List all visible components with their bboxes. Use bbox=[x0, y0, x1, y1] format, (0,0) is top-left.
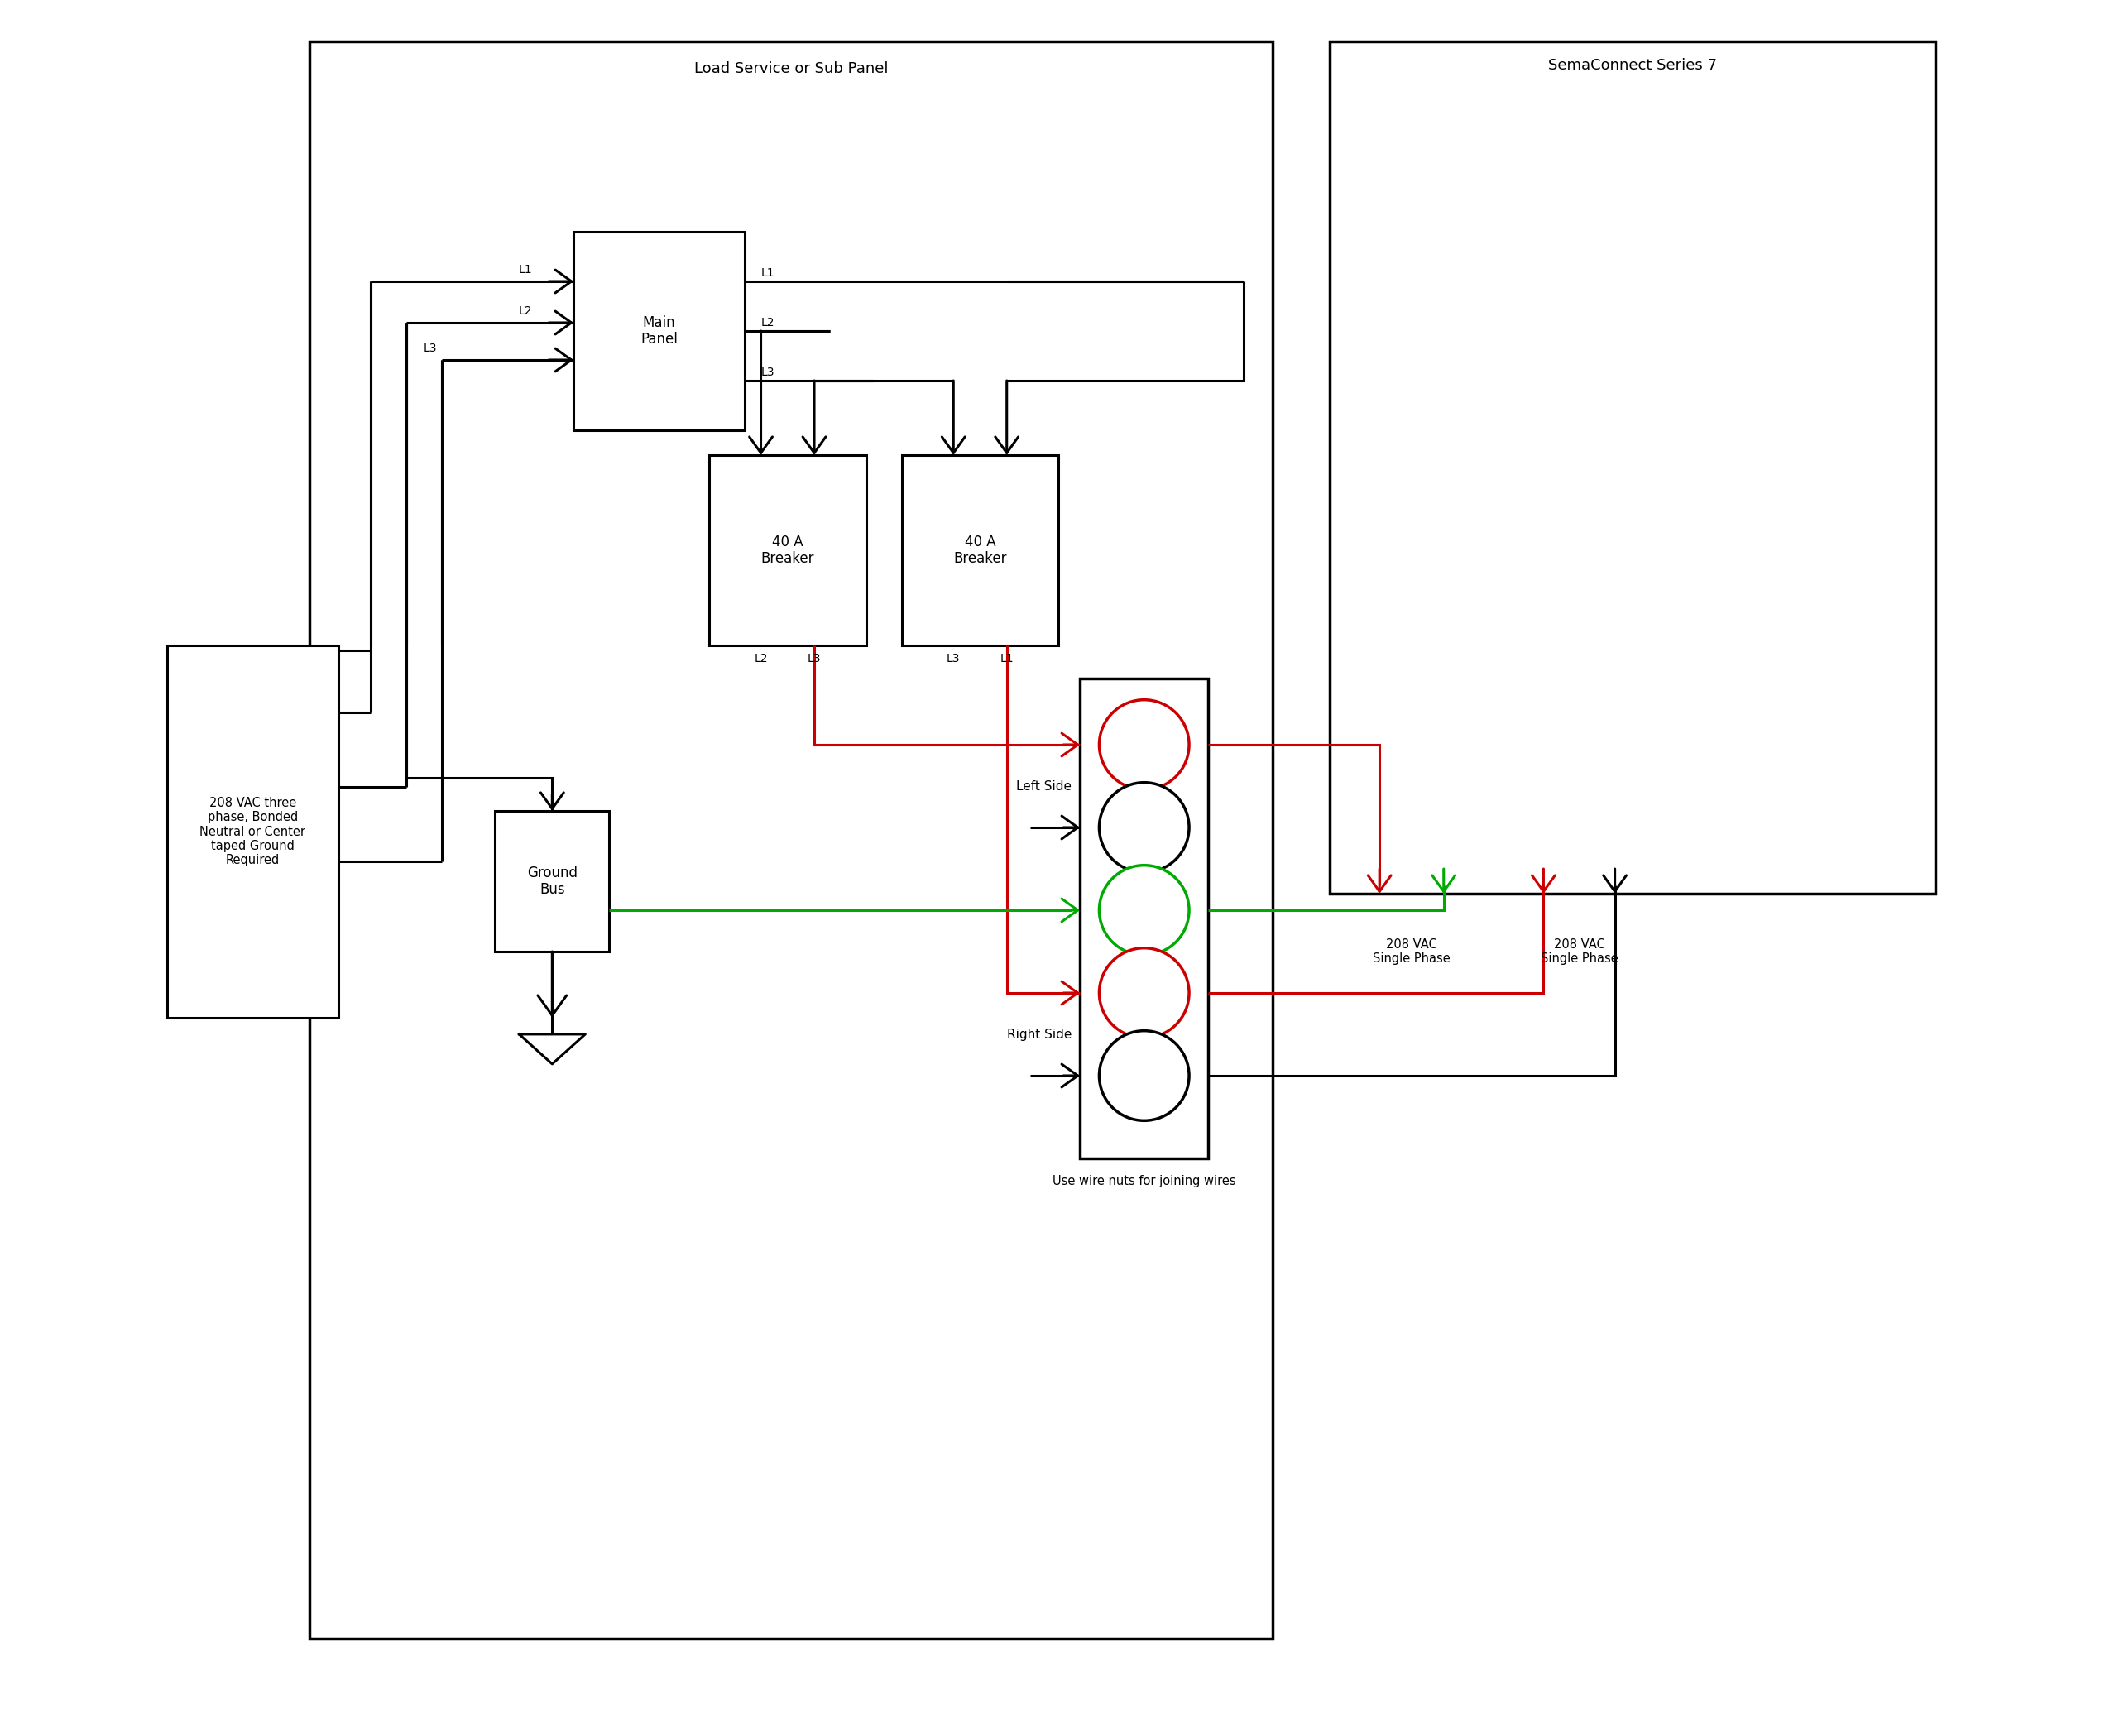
Text: SemaConnect Series 7: SemaConnect Series 7 bbox=[1549, 57, 1718, 73]
Circle shape bbox=[1099, 700, 1190, 790]
Text: 208 VAC three
phase, Bonded
Neutral or Center
taped Ground
Required: 208 VAC three phase, Bonded Neutral or C… bbox=[200, 797, 306, 866]
Bar bbox=[496, 811, 610, 951]
Text: L1: L1 bbox=[519, 264, 532, 276]
Text: 208 VAC
Single Phase: 208 VAC Single Phase bbox=[1540, 937, 1618, 965]
Text: Main
Panel: Main Panel bbox=[641, 314, 677, 347]
Text: Left Side: Left Side bbox=[1017, 779, 1072, 792]
Circle shape bbox=[1099, 865, 1190, 955]
Circle shape bbox=[1099, 948, 1190, 1038]
Circle shape bbox=[1099, 1031, 1190, 1121]
Text: L1: L1 bbox=[762, 267, 774, 279]
Text: L1: L1 bbox=[1000, 653, 1013, 665]
Text: L2: L2 bbox=[519, 306, 532, 318]
Text: Use wire nuts for joining wires: Use wire nuts for joining wires bbox=[1053, 1175, 1236, 1187]
Text: 40 A
Breaker: 40 A Breaker bbox=[954, 535, 1006, 566]
Bar bbox=[1329, 42, 1935, 894]
Bar bbox=[1080, 679, 1209, 1158]
Text: L3: L3 bbox=[808, 653, 821, 665]
Text: 40 A
Breaker: 40 A Breaker bbox=[762, 535, 814, 566]
Bar bbox=[167, 646, 338, 1017]
Text: L3: L3 bbox=[947, 653, 960, 665]
Text: L3: L3 bbox=[762, 366, 774, 378]
Text: L2: L2 bbox=[753, 653, 768, 665]
Bar bbox=[901, 455, 1059, 646]
Bar bbox=[709, 455, 865, 646]
Text: Ground
Bus: Ground Bus bbox=[528, 865, 578, 898]
Bar bbox=[574, 231, 745, 431]
Text: Load Service or Sub Panel: Load Service or Sub Panel bbox=[694, 61, 888, 76]
Text: L3: L3 bbox=[422, 342, 437, 354]
Text: 208 VAC
Single Phase: 208 VAC Single Phase bbox=[1374, 937, 1450, 965]
Text: Right Side: Right Side bbox=[1006, 1028, 1072, 1040]
Text: L2: L2 bbox=[762, 318, 774, 328]
Circle shape bbox=[1099, 783, 1190, 873]
Bar bbox=[310, 42, 1272, 1639]
